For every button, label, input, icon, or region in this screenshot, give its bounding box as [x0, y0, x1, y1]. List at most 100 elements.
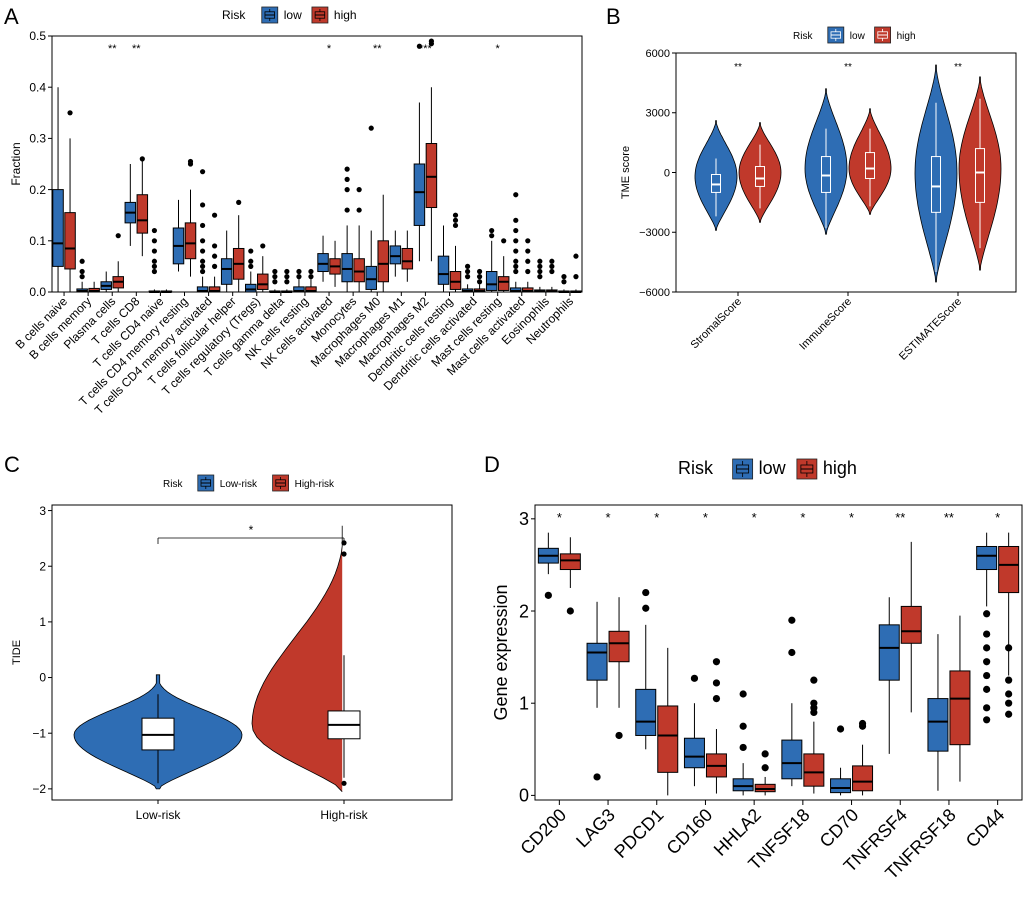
legend-b-key-low — [827, 26, 845, 44]
outlier-point-a — [199, 169, 206, 175]
outlier-point-a — [452, 217, 459, 223]
box-d-low — [976, 532, 998, 607]
box-c-high-risk — [327, 655, 361, 778]
box-d-low — [830, 767, 852, 796]
outlier-point-a — [151, 238, 158, 244]
y-axis-c-tick-label: −2 — [32, 782, 46, 796]
panel-label-d: D — [484, 452, 500, 477]
outlier-point-d — [712, 694, 721, 703]
x-tick-label-b: ESTIMATEScore — [897, 296, 964, 363]
outlier-point-d — [858, 722, 867, 730]
y-axis-b-tick-label: −3000 — [639, 227, 670, 239]
x-tick-label-d: CD70 — [816, 805, 863, 852]
box-body — [931, 156, 941, 213]
box-a-low — [76, 281, 88, 293]
outlier-point-a — [464, 274, 471, 280]
outlier-point-a — [308, 274, 314, 280]
box-d-high — [559, 537, 581, 588]
outlier-point-a — [561, 274, 567, 280]
outlier-point-a — [356, 207, 362, 213]
outlier-point-a — [139, 156, 145, 162]
y-axis-title-b: TME score — [620, 146, 632, 199]
x-tick-label-b: ImmuneScore — [797, 296, 854, 353]
box-body — [293, 286, 305, 293]
significance-d: * — [606, 510, 611, 525]
outlier-point-d — [761, 764, 769, 772]
outlier-point-a — [272, 274, 278, 280]
outlier-point-a — [344, 187, 350, 193]
significance-a: ** — [132, 43, 141, 55]
panel-label-a: A — [4, 4, 19, 29]
outlier-point-a — [248, 248, 254, 254]
box-body — [353, 258, 365, 283]
outlier-point-d — [1005, 710, 1013, 718]
outlier-point-a — [489, 227, 495, 234]
legend-d-key-high — [796, 458, 818, 480]
outlier-point-d — [1005, 644, 1013, 652]
outlier-point-a — [573, 253, 579, 259]
outlier-point-d — [983, 610, 991, 618]
box-body — [878, 624, 900, 681]
box-body — [377, 240, 389, 283]
box-d-high — [657, 647, 679, 796]
outlier-point-a — [199, 263, 206, 269]
outlier-point-a — [513, 217, 519, 223]
box-body — [732, 778, 754, 792]
outlier-point-a — [501, 238, 507, 244]
outlier-point-d — [983, 671, 991, 680]
box-a-low — [172, 199, 185, 272]
box-d-low — [781, 703, 803, 787]
outlier-point-c — [341, 780, 347, 786]
outlier-point-a — [199, 258, 206, 264]
outlier-point-a — [464, 268, 471, 275]
box-a-high — [522, 281, 534, 293]
box-d-high — [949, 615, 971, 782]
box-a-low — [437, 225, 450, 292]
box-a-high — [425, 87, 438, 262]
box-d-high — [998, 532, 1020, 676]
box-a-high — [353, 225, 365, 292]
box-a-low — [389, 230, 402, 277]
significance-b: ** — [734, 62, 742, 73]
box-a-high — [329, 240, 341, 287]
outlier-point-d — [1005, 676, 1013, 684]
outlier-point-a — [525, 248, 531, 254]
box-body — [365, 265, 377, 290]
outlier-point-a — [67, 110, 73, 116]
box-body — [437, 255, 450, 285]
outlier-point-a — [513, 258, 519, 264]
box-body — [220, 258, 233, 285]
x-tick-label-b: StromalScore — [689, 296, 745, 352]
y-axis-d-tick-label: 1 — [519, 694, 529, 714]
box-d-low — [878, 597, 900, 754]
outlier-point-a — [537, 268, 543, 275]
box-a-low — [534, 286, 546, 293]
box-a-high — [497, 256, 510, 292]
box-body — [136, 194, 149, 234]
legend-d-title: Risk — [678, 458, 714, 478]
box-body — [975, 148, 985, 203]
box-d-high — [900, 541, 922, 713]
box-a-low — [148, 289, 161, 293]
box-body — [425, 143, 438, 209]
outlier-point-a — [211, 212, 218, 218]
significance-d: * — [800, 510, 805, 525]
outlier-point-a — [115, 233, 121, 239]
significance-b: ** — [844, 62, 852, 73]
y-axis-d-tick-label: 2 — [519, 601, 529, 621]
significance-a: ** — [373, 43, 382, 55]
significance-a: ** — [108, 43, 117, 55]
y-axis-c-tick-label: 1 — [39, 615, 46, 629]
legend-a-key-low — [261, 6, 279, 24]
y-axis-d-tick-label: 3 — [519, 509, 529, 529]
significance-a: * — [496, 43, 501, 55]
y-axis-a-tick-label: 0.0 — [29, 285, 46, 299]
box-body — [522, 287, 534, 293]
box-c-low-risk — [141, 694, 175, 784]
x-tick-label-d: LAG3 — [572, 805, 619, 852]
box-a-high — [305, 279, 317, 293]
legend-c-label-high-risk: High-risk — [295, 479, 335, 490]
outlier-point-c — [341, 551, 347, 557]
box-d-low — [635, 624, 657, 750]
y-axis-title-c: TIDE — [11, 640, 23, 665]
